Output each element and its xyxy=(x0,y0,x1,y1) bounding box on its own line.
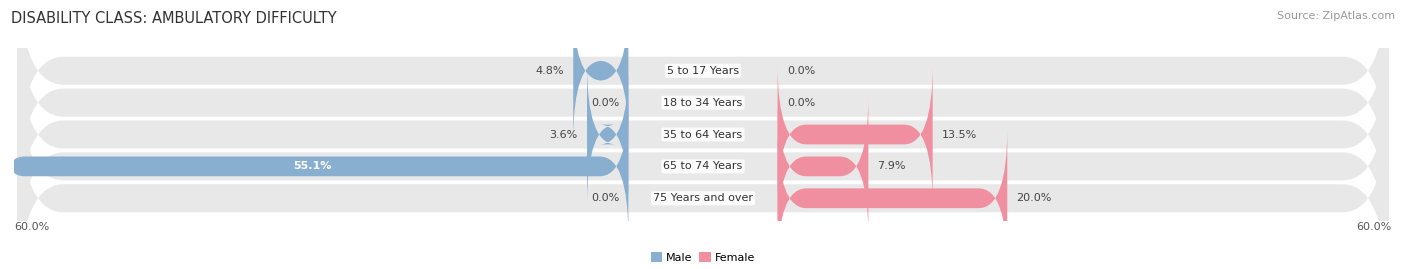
Text: 65 to 74 Years: 65 to 74 Years xyxy=(664,161,742,171)
Text: 0.0%: 0.0% xyxy=(591,98,619,108)
Text: 13.5%: 13.5% xyxy=(942,129,977,140)
Text: Source: ZipAtlas.com: Source: ZipAtlas.com xyxy=(1277,11,1395,21)
Text: 4.8%: 4.8% xyxy=(536,66,564,76)
Text: 20.0%: 20.0% xyxy=(1017,193,1052,203)
FancyBboxPatch shape xyxy=(574,1,628,141)
Text: 7.9%: 7.9% xyxy=(877,161,905,171)
Text: 0.0%: 0.0% xyxy=(787,66,815,76)
Text: 18 to 34 Years: 18 to 34 Years xyxy=(664,98,742,108)
Legend: Male, Female: Male, Female xyxy=(651,252,755,263)
FancyBboxPatch shape xyxy=(17,0,1389,216)
Text: 0.0%: 0.0% xyxy=(591,193,619,203)
Text: 75 Years and over: 75 Years and over xyxy=(652,193,754,203)
FancyBboxPatch shape xyxy=(17,0,1389,184)
FancyBboxPatch shape xyxy=(17,53,1389,269)
FancyBboxPatch shape xyxy=(17,85,1389,269)
Text: 5 to 17 Years: 5 to 17 Years xyxy=(666,66,740,76)
Text: 60.0%: 60.0% xyxy=(14,222,49,232)
Text: 3.6%: 3.6% xyxy=(550,129,578,140)
FancyBboxPatch shape xyxy=(17,21,1389,248)
Text: DISABILITY CLASS: AMBULATORY DIFFICULTY: DISABILITY CLASS: AMBULATORY DIFFICULTY xyxy=(11,11,337,26)
FancyBboxPatch shape xyxy=(778,128,1007,268)
Text: 55.1%: 55.1% xyxy=(292,161,332,171)
Text: 0.0%: 0.0% xyxy=(787,98,815,108)
FancyBboxPatch shape xyxy=(778,97,869,236)
FancyBboxPatch shape xyxy=(588,65,628,204)
FancyBboxPatch shape xyxy=(0,97,628,236)
Text: 60.0%: 60.0% xyxy=(1357,222,1392,232)
Text: 35 to 64 Years: 35 to 64 Years xyxy=(664,129,742,140)
FancyBboxPatch shape xyxy=(778,65,932,204)
